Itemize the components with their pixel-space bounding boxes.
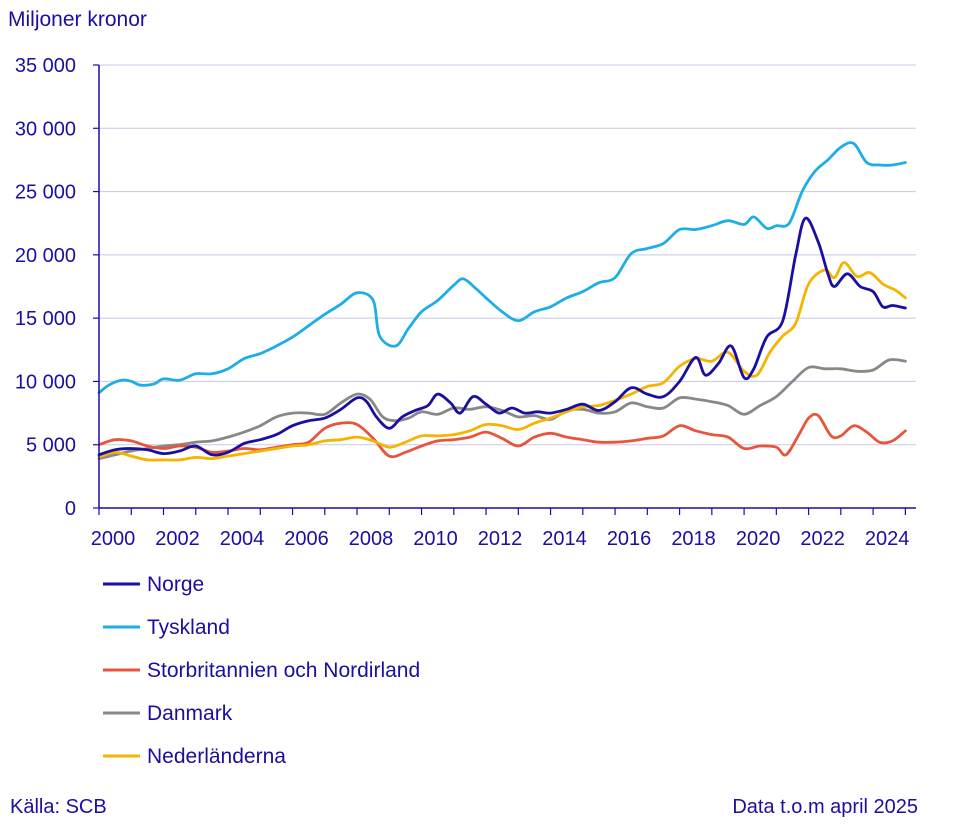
legend-item: Nederländerna xyxy=(103,745,286,768)
legend-item: Tyskland xyxy=(103,616,230,639)
y-tick-label: 35 000 xyxy=(15,55,76,77)
x-tick-label: 2008 xyxy=(349,528,394,550)
legend-label: Storbritannien och Nordirland xyxy=(147,659,420,682)
x-tick-label: 2006 xyxy=(284,528,329,550)
x-tick-label: 2012 xyxy=(478,528,523,550)
gridlines xyxy=(99,64,916,446)
y-tick-label: 15 000 xyxy=(15,308,76,330)
y-axis-unit-label: Miljoner kronor xyxy=(8,8,147,31)
x-axis-ticks: 2000 2002 2004 2006 2008 2010 2012 2014 2016 2018… xyxy=(91,508,910,550)
axes xyxy=(98,65,916,509)
legend-item: Storbritannien och Nordirland xyxy=(103,659,420,682)
series-line-storbritannien-och-nordirland xyxy=(97,412,907,459)
series-line-nederl-nderna xyxy=(97,261,907,462)
x-tick-label: 2016 xyxy=(607,528,652,550)
legend-item: Danmark xyxy=(103,702,233,725)
legend-label: Danmark xyxy=(147,702,233,725)
y-tick-label: 5 000 xyxy=(26,435,76,457)
series-lines xyxy=(97,141,907,462)
series-line-danmark xyxy=(97,358,907,460)
legend-label: Nederländerna xyxy=(147,745,286,768)
y-tick-label: 20 000 xyxy=(15,245,76,267)
legend-item: Norge xyxy=(103,573,204,596)
x-tick-label: 2022 xyxy=(800,528,845,550)
x-tick-label: 2024 xyxy=(865,528,910,550)
y-tick-label: 0 xyxy=(65,498,76,520)
legend-label: Norge xyxy=(147,573,204,596)
y-tick-label: 25 000 xyxy=(15,182,76,204)
legend: Norge Tyskland Storbritannien och Nordirla… xyxy=(103,573,420,768)
x-tick-label: 2018 xyxy=(671,528,716,550)
x-tick-label: 2014 xyxy=(542,528,587,550)
legend-label: Tyskland xyxy=(147,616,230,639)
x-tick-label: 2004 xyxy=(220,528,265,550)
x-tick-label: 2002 xyxy=(155,528,200,550)
data-note-label: Data t.o.m april 2025 xyxy=(732,796,918,818)
y-tick-label: 30 000 xyxy=(15,118,76,140)
series-line-norge xyxy=(97,216,907,457)
source-label: Källa: SCB xyxy=(10,796,107,818)
series-line-tyskland xyxy=(97,141,907,395)
x-tick-label: 2020 xyxy=(736,528,781,550)
y-axis-ticks: 0 5 000 10 000 15 000 20 000 25 000 30 000 35 0… xyxy=(15,55,99,520)
y-tick-label: 10 000 xyxy=(15,371,76,393)
x-tick-label: 2000 xyxy=(91,528,136,550)
x-tick-label: 2010 xyxy=(413,528,458,550)
